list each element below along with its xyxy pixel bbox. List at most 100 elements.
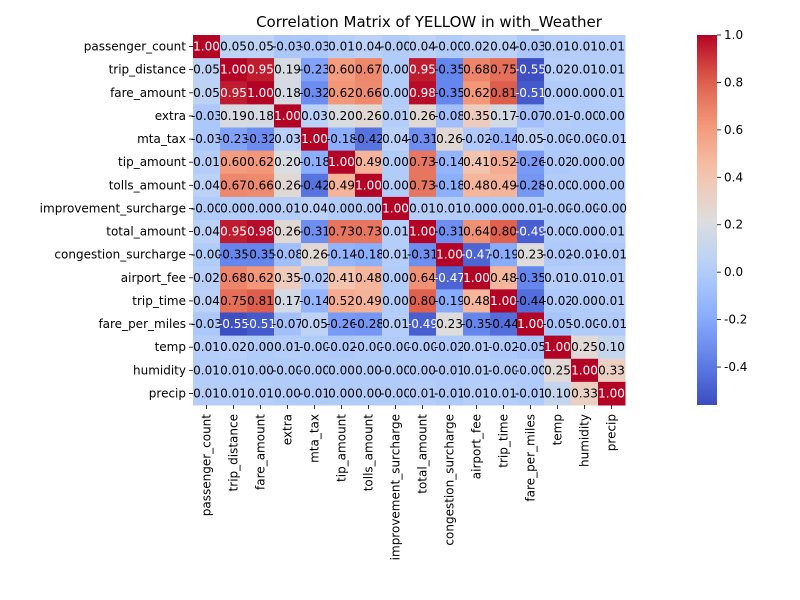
cell-value-label: -0.31 xyxy=(299,225,330,239)
heatmap-cell xyxy=(544,381,572,406)
heatmap-cell xyxy=(517,150,545,175)
cell-value-label: 0.01 xyxy=(544,271,571,285)
y-tick-label: tolls_amount xyxy=(109,178,187,192)
heatmap-cell xyxy=(220,220,248,244)
y-tick-label: humidity xyxy=(133,363,186,377)
heatmap-cell xyxy=(355,58,383,82)
cell-value-label: 0.00 xyxy=(328,201,355,215)
cell-value-label: 0.95 xyxy=(220,225,247,239)
cell-value-label: -0.44 xyxy=(488,317,519,331)
heatmap-cell xyxy=(382,150,410,175)
heatmap-cell xyxy=(301,243,329,267)
heatmap-cell xyxy=(490,312,518,337)
heatmap-cell xyxy=(571,381,599,406)
heatmap-cell xyxy=(247,104,275,128)
heatmap-cell xyxy=(463,81,491,105)
heatmap-cell xyxy=(274,312,302,337)
cell-value-label: -0.55 xyxy=(515,63,546,77)
cell-value-label: 0.01 xyxy=(463,386,490,400)
cell-value-label: 1.00 xyxy=(598,386,625,400)
heatmap-cell xyxy=(301,335,329,360)
cell-value-label: 0.26 xyxy=(274,225,301,239)
heatmap-cell xyxy=(328,358,356,383)
heatmap-cell xyxy=(463,127,491,152)
cell-value-label: -0.03 xyxy=(191,109,222,123)
cell-value-label: -0.14 xyxy=(434,155,465,169)
heatmap-cell xyxy=(193,35,221,59)
heatmap-cell xyxy=(220,266,248,290)
cell-value-label: 0.01 xyxy=(193,155,220,169)
cell-value-label: 0.80 xyxy=(490,225,517,239)
y-tick-label: fare_amount xyxy=(110,86,186,100)
cell-value-label: -0.02 xyxy=(488,340,519,354)
heatmap-cell xyxy=(328,243,356,267)
heatmap-cell xyxy=(436,104,464,128)
heatmap-cell xyxy=(517,335,545,360)
cell-value-label: 0.00 xyxy=(571,86,598,100)
cell-value-label: 0.66 xyxy=(355,86,382,100)
cell-value-label: -0.18 xyxy=(299,155,330,169)
cell-value-label: -0.00 xyxy=(596,201,627,215)
cell-value-label: -0.01 xyxy=(596,317,627,331)
heatmap-cell xyxy=(274,35,302,59)
heatmap-cell xyxy=(436,127,464,152)
cell-value-label: -0.14 xyxy=(299,294,330,308)
heatmap-cell xyxy=(220,381,248,406)
cell-value-label: 0.68 xyxy=(463,63,490,77)
heatmap-cell xyxy=(544,104,572,128)
colorbar-tick-label: -0.4 xyxy=(724,360,747,374)
cell-value-label: 0.01 xyxy=(247,386,274,400)
heatmap-cell xyxy=(463,381,491,406)
cell-value-label: -0.03 xyxy=(299,40,330,54)
heatmap-cell xyxy=(571,243,599,267)
heatmap-cell xyxy=(328,289,356,313)
heatmap-cell xyxy=(193,196,221,221)
heatmap-cell xyxy=(544,35,572,59)
y-tick-labels: passenger_count trip_distance fare_amounte… xyxy=(40,40,193,400)
heatmap-cell xyxy=(274,335,302,360)
cell-value-label: 0.01 xyxy=(382,317,409,331)
heatmap-cell xyxy=(544,220,572,244)
cell-value-label: 0.49 xyxy=(490,178,517,192)
heatmap-cell xyxy=(544,243,572,267)
cell-value-label: 0.75 xyxy=(220,294,247,308)
cell-value-label: 0.01 xyxy=(193,386,220,400)
cell-value-label: -0.19 xyxy=(488,248,519,262)
heatmap-cell xyxy=(571,289,599,313)
cell-value-label: -0.32 xyxy=(299,86,330,100)
heatmap-cell xyxy=(436,35,464,59)
heatmap-cell xyxy=(571,335,599,360)
cell-value-label: 0.68 xyxy=(220,271,247,285)
cell-value-label: 0.01 xyxy=(274,201,301,215)
colorbar-tick-label: 0.4 xyxy=(724,170,743,184)
cell-value-label: -0.01 xyxy=(299,386,330,400)
heatmap-cell xyxy=(544,150,572,175)
heatmap-cell xyxy=(436,335,464,360)
cell-value-label: 0.01 xyxy=(409,201,436,215)
heatmap-cell xyxy=(274,358,302,383)
cell-value-label: -0.01 xyxy=(596,132,627,146)
cell-value-label: -0.00 xyxy=(407,340,438,354)
cell-value-label: 0.01 xyxy=(193,340,220,354)
heatmap-cell xyxy=(301,381,329,406)
cell-value-label: 0.62 xyxy=(247,155,274,169)
cell-value-label: 0.00 xyxy=(571,178,598,192)
cell-value-label: 0.05 xyxy=(301,317,328,331)
cell-value-label: 0.00 xyxy=(409,363,436,377)
heatmap-cell xyxy=(436,58,464,82)
heatmap-cell xyxy=(328,35,356,59)
heatmap-cell xyxy=(598,173,626,198)
cell-value-label: 0.00 xyxy=(355,386,382,400)
cell-value-label: 0.98 xyxy=(409,86,436,100)
heatmap-cell xyxy=(274,104,302,128)
heatmap-cell xyxy=(490,381,518,406)
cell-value-label: -0.42 xyxy=(353,132,384,146)
heatmap-cell xyxy=(220,127,248,152)
heatmap-cell xyxy=(571,220,599,244)
cell-value-label: 0.02 xyxy=(220,340,247,354)
heatmap-cell xyxy=(436,243,464,267)
heatmap-cell xyxy=(517,220,545,244)
cell-value-label: 0.52 xyxy=(328,294,355,308)
heatmap-cell xyxy=(544,173,572,198)
cell-value-label: 1.00 xyxy=(247,86,274,100)
